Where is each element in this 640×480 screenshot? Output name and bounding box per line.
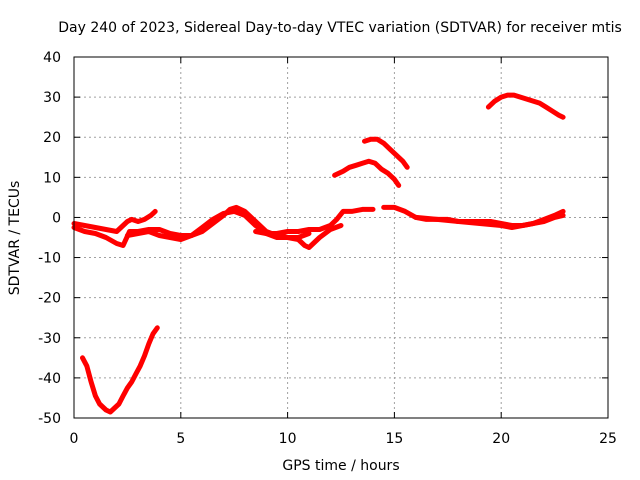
x-tick-label: 5: [176, 431, 185, 447]
y-tick-label: 40: [43, 50, 61, 66]
x-tick-label: 20: [492, 431, 510, 447]
x-tick-label: 0: [70, 431, 79, 447]
y-tick-label: -50: [38, 411, 61, 427]
series-arc-low: [80, 325, 160, 415]
y-tick-label: -20: [38, 291, 61, 307]
series-arc-f: [362, 136, 410, 170]
x-tick-label: 25: [599, 431, 617, 447]
y-tick-label: 0: [52, 210, 61, 226]
series-arc-c: [124, 208, 344, 250]
y-tick-label: 20: [43, 130, 61, 146]
series-layer: [71, 92, 566, 415]
chart-title: Day 240 of 2023, Sidereal Day-to-day VTE…: [58, 20, 622, 36]
y-tick-label: -40: [38, 371, 61, 387]
x-axis-title: GPS time / hours: [282, 458, 399, 474]
axis-ticks: [73, 56, 609, 419]
y-tick-label: 30: [43, 90, 61, 106]
series-arc-i: [485, 92, 566, 120]
x-tick-label: 10: [279, 431, 297, 447]
series-arc-d: [253, 206, 376, 236]
y-tick-label: -30: [38, 331, 61, 347]
grid-lines: [74, 57, 608, 418]
y-axis-title: SDTVAR / TECUs: [7, 181, 23, 296]
y-tick-label: 10: [43, 170, 61, 186]
y-tick-labels: -50 -40 -30 -20 -10 0 10 20 30 40: [38, 50, 61, 427]
series-arc-a: [71, 208, 158, 234]
x-tick-labels: 0 5 10 15 20 25: [70, 431, 617, 447]
series-arc-e: [332, 158, 402, 188]
y-tick-label: -10: [38, 251, 61, 267]
plot-frame: [73, 56, 609, 419]
series-arc-b: [71, 204, 312, 248]
x-tick-label: 15: [385, 431, 403, 447]
series-arc-h: [413, 212, 566, 230]
